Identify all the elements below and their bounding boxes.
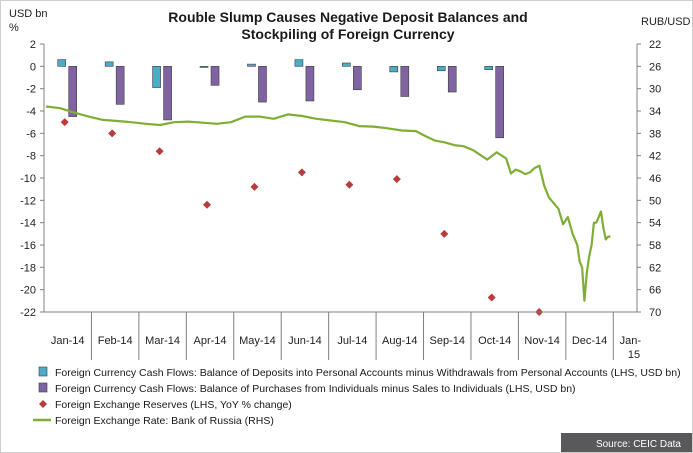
bar [484, 66, 493, 70]
category-label-part-2: 15 [628, 349, 640, 361]
right-axis-tick-label: 54 [649, 218, 661, 230]
plot-area [45, 59, 611, 316]
category-label-part-1: Jan- [620, 335, 642, 347]
left-axis-tick-label: -20 [20, 285, 36, 297]
category-label: Nov-14 [524, 335, 559, 347]
category-label: Jul-14 [337, 335, 367, 347]
left-axis-percent-label: % [9, 22, 19, 34]
category-label: Sep-14 [429, 335, 464, 347]
right-axis-tick-label: 50 [649, 195, 661, 207]
left-axis-tick-label: -18 [20, 262, 36, 274]
bar [400, 66, 410, 97]
bar [305, 66, 315, 102]
left-axis-tick-label: -6 [26, 128, 36, 140]
bar [57, 59, 67, 67]
right-axis-tick-label: 58 [649, 240, 661, 252]
left-axis-unit-label: USD bn [9, 8, 48, 20]
legend-label: Foreign Exchange Reserves (LHS, YoY % ch… [55, 399, 292, 411]
left-axis-tick-label: -14 [20, 218, 36, 230]
left-axis-tick-label: 0 [30, 61, 36, 73]
data-point [440, 229, 449, 238]
source-label: Source: CEIC Data [596, 439, 681, 450]
left-axis-tick-label: -10 [20, 173, 36, 185]
legend-swatch [38, 366, 48, 377]
category-label: Apr-14 [194, 335, 227, 347]
bar [199, 66, 209, 68]
legend-label: Foreign Currency Cash Flows: Balance of … [55, 383, 576, 395]
right-axis-tick-label: 22 [649, 39, 661, 51]
data-point [297, 168, 306, 177]
left-axis-tick-label: -22 [20, 307, 36, 319]
bar [495, 66, 504, 139]
legend-swatch [38, 382, 48, 393]
bar [115, 66, 125, 105]
right-axis-tick-label: 26 [649, 61, 661, 73]
right-axis-tick-label: 38 [649, 128, 661, 140]
left-axis-tick-label: -4 [26, 106, 36, 118]
data-point [250, 182, 259, 191]
left-axis-tick-label: -12 [20, 195, 36, 207]
category-label: Mar-14 [145, 335, 180, 347]
legend-label: Foreign Currency Cash Flows: Balance of … [55, 367, 681, 379]
bar [389, 66, 399, 73]
bar [353, 66, 362, 91]
chart-title-line-1: Rouble Slump Causes Negative Deposit Bal… [168, 9, 527, 25]
right-axis-tick-label: 70 [649, 307, 661, 319]
data-point [487, 293, 496, 302]
legend: Foreign Currency Cash Flows: Balance of … [33, 366, 681, 427]
bar [447, 66, 457, 93]
right-axis-tick-label: 30 [649, 84, 661, 96]
bar [294, 59, 304, 67]
data-point [203, 200, 212, 209]
bar [436, 66, 446, 72]
category-label: May-14 [239, 335, 276, 347]
legend-swatch [39, 400, 47, 408]
right-axis-tick-label: 46 [649, 173, 661, 185]
category-label: Jan-14 [51, 335, 85, 347]
right-axis-tick-label: 62 [649, 262, 661, 274]
category-label: Feb-14 [98, 335, 133, 347]
chart-title-line-2: Stockpiling of Foreign Currency [241, 26, 454, 42]
category-label: Aug-14 [382, 335, 417, 347]
bar [152, 66, 161, 88]
left-axis-tick-label: 2 [30, 39, 36, 51]
series-line [45, 105, 611, 302]
left-axis-tick-label: -2 [26, 84, 36, 96]
bar [247, 63, 256, 67]
category-label: Jun-14 [288, 335, 322, 347]
bar [104, 61, 114, 67]
legend-label: Foreign Exchange Rate: Bank of Russia (R… [55, 415, 274, 427]
right-axis-tick-label: 34 [649, 106, 661, 118]
bar [342, 62, 351, 67]
data-point [60, 118, 69, 127]
right-axis-tick-label: 66 [649, 285, 661, 297]
bar [163, 66, 172, 121]
left-axis-tick-label: -16 [20, 240, 36, 252]
data-point [108, 129, 117, 138]
right-axis-tick-label: 42 [649, 151, 661, 163]
bar [210, 66, 220, 86]
source-banner [561, 433, 692, 452]
bar [68, 66, 78, 117]
right-axis-unit-label: RUB/USD [641, 16, 691, 28]
data-point [392, 175, 401, 184]
category-label: Dec-14 [572, 335, 607, 347]
category-label: Oct-14 [478, 335, 511, 347]
axes: 2 0 -2 -4 -6 -8 -10 -12 -14 -16 -18 -20 -22 22 26 30 34 3… [20, 39, 661, 361]
left-axis-tick-label: -8 [26, 151, 36, 163]
data-point [155, 147, 164, 156]
data-point [345, 180, 354, 189]
bar [258, 66, 267, 103]
